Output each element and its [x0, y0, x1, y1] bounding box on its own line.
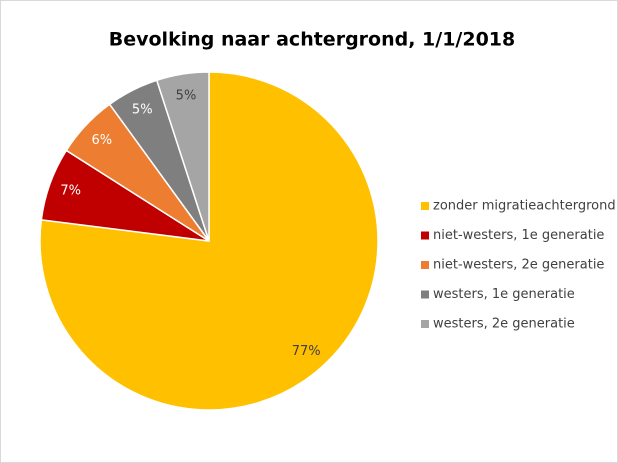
legend-swatch [421, 231, 429, 240]
data-label: 6% [92, 133, 113, 148]
data-label: 77% [292, 344, 321, 359]
legend-label: niet-westers, 1e generatie [433, 228, 604, 243]
legend-label: westers, 1e generatie [433, 287, 575, 302]
chart-title: Bevolking naar achtergrond, 1/1/2018 [109, 29, 516, 51]
legend-swatch [421, 202, 429, 210]
legend-swatch [421, 290, 429, 299]
legend-label: niet-westers, 2e generatie [433, 258, 604, 273]
legend-label: westers, 2e generatie [433, 317, 575, 332]
data-label: 5% [132, 102, 153, 117]
legend-swatch [421, 261, 429, 269]
data-label: 7% [60, 184, 81, 199]
pie-slice [155, 71, 210, 242]
pie-slice [39, 71, 379, 411]
data-label: 5% [176, 88, 197, 103]
legend-label: zonder migratieachtergrond [433, 199, 616, 214]
legend-swatch [421, 320, 429, 328]
